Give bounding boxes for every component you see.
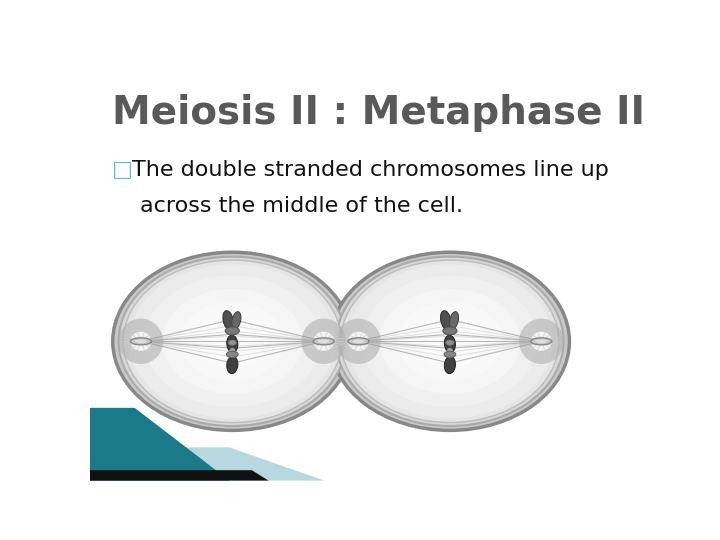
Polygon shape [90, 447, 324, 481]
Ellipse shape [353, 340, 364, 343]
Ellipse shape [113, 252, 352, 430]
Ellipse shape [162, 289, 302, 394]
Ellipse shape [348, 332, 369, 351]
Text: Meiosis II : Metaphase II: Meiosis II : Metaphase II [112, 94, 645, 132]
Ellipse shape [444, 356, 456, 374]
Ellipse shape [446, 340, 454, 345]
Ellipse shape [123, 260, 341, 422]
Ellipse shape [130, 332, 151, 351]
Ellipse shape [225, 327, 239, 335]
Ellipse shape [145, 276, 320, 407]
Ellipse shape [135, 340, 147, 343]
Ellipse shape [129, 265, 336, 418]
Ellipse shape [341, 260, 559, 422]
Ellipse shape [443, 327, 457, 335]
Ellipse shape [179, 302, 285, 381]
Ellipse shape [397, 302, 503, 381]
Ellipse shape [444, 352, 456, 357]
Ellipse shape [531, 332, 552, 351]
Ellipse shape [519, 319, 564, 364]
Ellipse shape [347, 265, 553, 418]
Text: The double stranded chromosomes line up: The double stranded chromosomes line up [132, 160, 608, 180]
Ellipse shape [336, 256, 564, 426]
Ellipse shape [536, 340, 547, 343]
Polygon shape [90, 470, 269, 481]
Ellipse shape [313, 332, 334, 351]
Ellipse shape [330, 252, 570, 430]
Ellipse shape [449, 312, 459, 329]
Ellipse shape [130, 338, 151, 345]
Ellipse shape [229, 348, 235, 357]
Polygon shape [90, 408, 230, 481]
Ellipse shape [446, 348, 454, 357]
Text: □: □ [112, 160, 133, 180]
Ellipse shape [444, 335, 456, 353]
Ellipse shape [302, 319, 346, 364]
Ellipse shape [379, 289, 521, 394]
Ellipse shape [531, 338, 552, 345]
Ellipse shape [232, 312, 241, 329]
Ellipse shape [362, 276, 538, 407]
Ellipse shape [313, 338, 334, 345]
Ellipse shape [119, 256, 346, 426]
Ellipse shape [415, 315, 485, 368]
Ellipse shape [227, 356, 238, 374]
Text: across the middle of the cell.: across the middle of the cell. [140, 196, 463, 216]
Ellipse shape [223, 310, 233, 330]
Ellipse shape [119, 319, 163, 364]
Ellipse shape [197, 315, 267, 368]
Ellipse shape [441, 310, 451, 330]
Ellipse shape [318, 340, 330, 343]
Ellipse shape [336, 319, 381, 364]
Ellipse shape [228, 340, 236, 345]
Ellipse shape [348, 338, 369, 345]
Ellipse shape [227, 335, 238, 353]
Ellipse shape [226, 352, 238, 357]
